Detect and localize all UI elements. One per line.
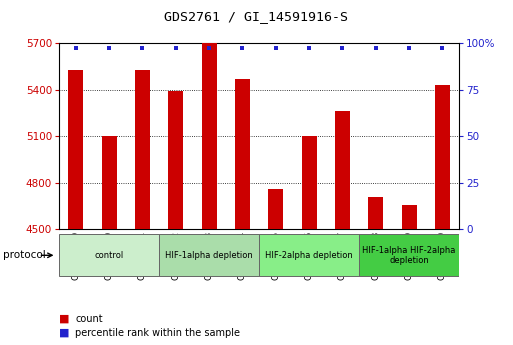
Bar — [159, 234, 259, 276]
Text: GSM71663: GSM71663 — [205, 231, 213, 280]
Text: GSM71659: GSM71659 — [71, 231, 80, 280]
Text: GSM71667: GSM71667 — [338, 231, 347, 280]
Text: GDS2761 / GI_14591916-S: GDS2761 / GI_14591916-S — [165, 10, 348, 23]
Bar — [102, 136, 116, 229]
Text: protocol: protocol — [3, 250, 45, 260]
Bar — [302, 136, 317, 229]
Text: GSM71660: GSM71660 — [105, 231, 113, 280]
Bar — [68, 69, 83, 229]
Bar — [359, 234, 459, 276]
Text: HIF-1alpha HIF-2alpha
depletion: HIF-1alpha HIF-2alpha depletion — [362, 246, 456, 265]
Bar — [368, 197, 383, 229]
Text: GSM71666: GSM71666 — [305, 231, 313, 280]
Text: GSM71670: GSM71670 — [438, 231, 447, 280]
Bar — [135, 69, 150, 229]
Bar — [168, 91, 183, 229]
Text: GSM71662: GSM71662 — [171, 231, 180, 280]
Text: control: control — [94, 251, 124, 260]
Text: HIF-1alpha depletion: HIF-1alpha depletion — [165, 251, 253, 260]
Bar — [402, 205, 417, 229]
Text: GSM71669: GSM71669 — [405, 231, 413, 280]
Text: count: count — [75, 314, 103, 324]
Bar — [59, 234, 159, 276]
Text: GSM71661: GSM71661 — [138, 231, 147, 280]
Text: HIF-2alpha depletion: HIF-2alpha depletion — [265, 251, 353, 260]
Text: GSM71664: GSM71664 — [238, 231, 247, 280]
Text: GSM71665: GSM71665 — [271, 231, 280, 280]
Text: ■: ■ — [59, 314, 69, 324]
Bar — [435, 85, 450, 229]
Text: ■: ■ — [59, 328, 69, 338]
Bar — [202, 43, 216, 229]
Bar — [268, 189, 283, 229]
Bar — [259, 234, 359, 276]
Bar — [335, 111, 350, 229]
Text: percentile rank within the sample: percentile rank within the sample — [75, 328, 241, 338]
Bar — [235, 79, 250, 229]
Text: GSM71668: GSM71668 — [371, 231, 380, 280]
